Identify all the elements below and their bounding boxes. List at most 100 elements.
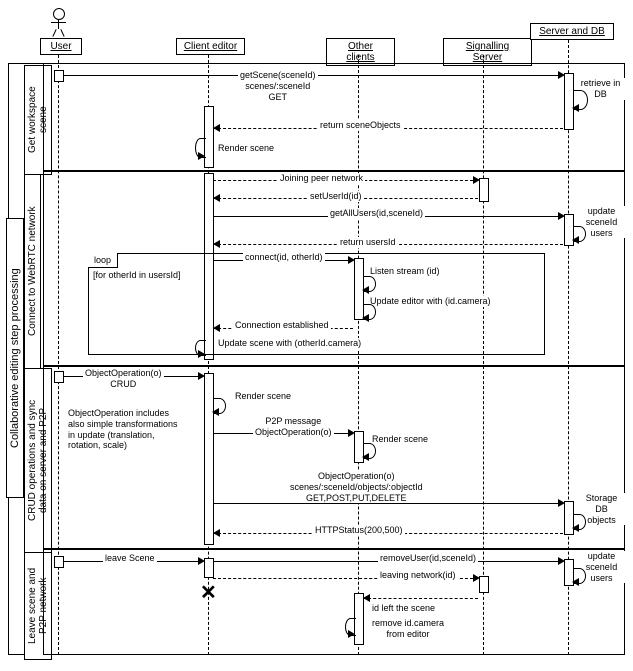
m26-arrow (363, 598, 478, 599)
m7-text: getAllUsers(id,sceneId) (330, 208, 423, 218)
m8-selfhead (572, 236, 579, 244)
user-actor-head (53, 8, 65, 20)
m6-head (213, 194, 220, 202)
m23-label: removeUser(id,sceneId) (378, 553, 478, 564)
m14-label: Update scene with (otherId.camera) (216, 338, 363, 349)
signal-participant: Signalling Server (443, 38, 532, 66)
m25-text: leaving network(id) (380, 570, 456, 580)
server-label: Server and DB (539, 26, 605, 37)
m21-label: HTTPStatus(200,500) (313, 525, 405, 536)
note1-text: ObjectOperation includes also simple tra… (68, 408, 178, 450)
m6-text: setUserId(id) (310, 191, 362, 201)
m6-label: setUserId(id) (308, 191, 364, 202)
others-label: Other clients (346, 41, 374, 63)
client-label: Client editor (184, 41, 237, 52)
m8-text: update sceneId users (586, 206, 618, 238)
m4-label: Render scene (216, 143, 276, 154)
m12-selfhead (362, 314, 369, 322)
others-participant: Other clients (326, 38, 395, 66)
loop-guard-text: [for otherId in usersId] (93, 270, 181, 280)
m9-label: return usersId (338, 237, 398, 248)
m12-label: Update editor with (id.camera) (368, 296, 493, 307)
m21-head (213, 529, 220, 537)
signal-act-1 (479, 178, 489, 202)
user-act-3 (54, 371, 64, 383)
m26-head (363, 594, 370, 602)
m4-text: Render scene (218, 143, 274, 153)
phase2-text: Connect to WebRTC network (27, 207, 38, 337)
m10-label: connect(id, otherId) (243, 252, 325, 263)
m3-head (213, 124, 220, 132)
m20-text: Storage DB objects (586, 493, 618, 525)
m27-text: remove id.camera from editor (372, 618, 444, 639)
m13-text: Connection established (235, 320, 329, 330)
m18-selfhead (362, 453, 369, 461)
m16-text: Render scene (235, 391, 291, 401)
m2-selfhead (572, 104, 579, 112)
m24-selfhead (572, 578, 579, 586)
m5-label: Joining peer network (278, 173, 365, 184)
m22-label: leave Scene (103, 553, 157, 564)
m23-text: removeUser(id,sceneId) (380, 553, 476, 563)
user-act-4 (54, 556, 64, 568)
user-actor-leg-r (60, 29, 64, 37)
m4-selfhead (198, 152, 205, 160)
m24-text: update sceneId users (586, 551, 618, 583)
m11-selfhead (362, 286, 369, 294)
m10-text: connect(id, otherId) (245, 252, 323, 262)
m14-text: Update scene with (otherId.camera) (218, 338, 361, 348)
user-participant: User (40, 38, 82, 55)
m21-text: HTTPStatus(200,500) (315, 525, 403, 535)
main-label-text: Collaborative editing step processing (9, 268, 21, 448)
main-label: Collaborative editing step processing (6, 218, 24, 498)
phase2-label: Connect to WebRTC network (24, 174, 41, 369)
m9-text: return usersId (340, 237, 396, 247)
m13-label: Connection established (233, 320, 331, 331)
m18-label: Render scene (370, 434, 430, 445)
m16-selfhead (212, 408, 219, 416)
client-destroy: ✕ (200, 580, 217, 605)
signal-act-4 (479, 576, 489, 593)
phase3-frame (43, 365, 625, 550)
m26-label: id left the scene (370, 603, 437, 614)
user-act-1 (54, 70, 64, 82)
m11-text: Listen stream (id) (370, 266, 440, 276)
user-actor-leg-l (52, 29, 56, 37)
m7-label: getAllUsers(id,sceneId) (328, 208, 425, 219)
m26-text: id left the scene (372, 603, 435, 613)
m17-text: P2P message ObjectOperation(o) (255, 416, 332, 437)
m22-text: leave Scene (105, 553, 155, 563)
m19-label: ObjectOperation(o) scenes/:sceneId/objec… (288, 471, 425, 503)
m16-label: Render scene (233, 391, 293, 402)
sequence-diagram: User Client editor Other clients Signall… (8, 8, 625, 663)
m12-text: Update editor with (id.camera) (370, 296, 491, 306)
m15-label: ObjectOperation(o) CRUD (83, 368, 164, 390)
m15-text: ObjectOperation(o) CRUD (85, 368, 162, 389)
m9-head (213, 240, 220, 248)
m27-selfhead (348, 630, 355, 638)
m13-head (213, 324, 220, 332)
loop-tag: loop (88, 253, 118, 268)
m3-label: return sceneObjects (318, 120, 403, 131)
server-participant: Server and DB (530, 23, 614, 40)
signal-label: Signalling Server (466, 41, 509, 63)
client-act-1 (204, 106, 214, 168)
m11-label: Listen stream (id) (368, 266, 442, 277)
user-actor-arms (51, 22, 66, 23)
phase4-frame (43, 548, 625, 655)
m14-selfhead (198, 350, 205, 358)
m25-label: leaving network(id) (378, 570, 458, 581)
m1-text: getScene(sceneId) scenes/:sceneId GET (240, 70, 316, 102)
loop-tag-text: loop (94, 255, 111, 265)
note1: ObjectOperation includes also simple tra… (68, 408, 178, 451)
m19-text: ObjectOperation(o) scenes/:sceneId/objec… (290, 471, 423, 503)
m1-label: getScene(sceneId) scenes/:sceneId GET (238, 70, 318, 102)
user-actor-body (58, 19, 59, 29)
m17-label: P2P message ObjectOperation(o) (253, 416, 334, 438)
m5-text: Joining peer network (280, 173, 363, 183)
m27-label: remove id.camera from editor (370, 618, 446, 640)
loop-guard: [for otherId in usersId] (93, 270, 181, 280)
client-participant: Client editor (176, 38, 245, 55)
user-label: User (50, 41, 71, 52)
m18-text: Render scene (372, 434, 428, 444)
